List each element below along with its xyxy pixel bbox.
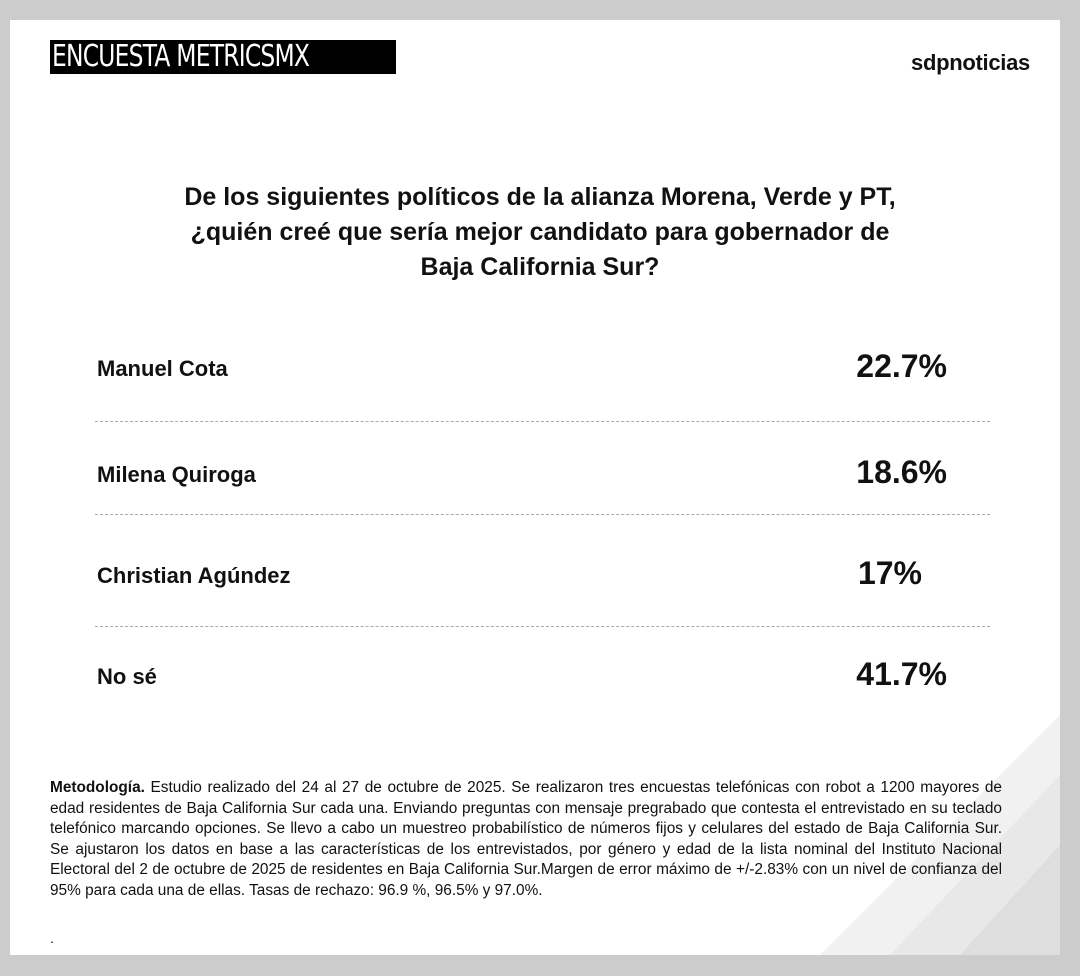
result-row: No sé 41.7% — [97, 656, 982, 696]
methodology-text: Estudio realizado del 24 al 27 de octubr… — [50, 779, 1002, 899]
candidate-name: Christian Agúndez — [97, 563, 291, 588]
row-divider — [95, 514, 990, 515]
row-divider — [95, 421, 990, 422]
question-line: De los siguientes políticos de la alianz… — [184, 183, 896, 211]
poll-card: ENCUESTA METRICSMX sdpnoticias De los si… — [10, 20, 1060, 955]
trailing-dot: . — [50, 930, 54, 946]
candidate-name: Manuel Cota — [97, 356, 228, 381]
result-row: Milena Quiroga 18.6% — [97, 454, 982, 494]
percentage-value: 41.7% — [856, 656, 947, 692]
row-divider — [95, 626, 990, 627]
methodology-note: Metodología. Estudio realizado del 24 al… — [50, 778, 1002, 901]
percentage-value: 22.7% — [856, 348, 947, 384]
methodology-heading: Metodología. — [50, 779, 145, 796]
candidate-name: Milena Quiroga — [97, 462, 256, 487]
result-row: Christian Agúndez 17% — [97, 555, 982, 595]
candidate-name: No sé — [97, 664, 157, 689]
percentage-value: 18.6% — [856, 454, 947, 490]
question-line: ¿quién creé que sería mejor candidato pa… — [190, 218, 890, 246]
question-title: De los siguientes políticos de la alianz… — [70, 180, 1010, 285]
brand-label: ENCUESTA METRICSMX — [50, 40, 396, 74]
sdpnoticias-logo: sdpnoticias — [911, 50, 1030, 75]
percentage-value: 17% — [857, 555, 922, 591]
question-line: Baja California Sur? — [420, 253, 660, 281]
result-row: Manuel Cota 22.7% — [97, 348, 982, 388]
decorative-stripes — [820, 715, 1060, 955]
